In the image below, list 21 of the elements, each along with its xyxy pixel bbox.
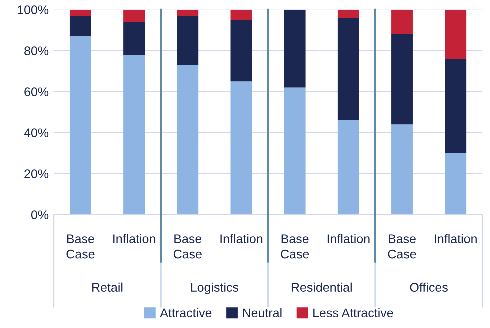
x-tick-label: Inflation [328, 234, 370, 244]
x-tick-label: Base Case [174, 234, 202, 259]
x-tick-label: Base Case [388, 234, 416, 259]
x-tick-label: Inflation [435, 234, 477, 244]
y-tick-label: 80% [24, 46, 49, 56]
text: Retail [92, 282, 123, 292]
y-tick-label: 100% [18, 6, 49, 14]
text: Logistics [191, 282, 239, 294]
y-tick-label: 40% [24, 128, 49, 138]
x-tick-label: Inflation [220, 234, 263, 244]
legend-label: Attractive [160, 308, 212, 318]
y-tick-label: 60% [24, 88, 49, 96]
x-tick-label: Inflation [114, 234, 156, 244]
legend-label: Neutral [243, 308, 282, 318]
y-tick-label: 0% [31, 210, 49, 220]
legend-label: Less Attractive [314, 308, 394, 318]
x-tick-label: Base Case [281, 234, 310, 259]
text: Offices [410, 282, 448, 292]
text: Residential [292, 282, 352, 292]
y-tick-label: 20% [24, 170, 49, 178]
x-tick-label: Base Case [66, 234, 95, 259]
